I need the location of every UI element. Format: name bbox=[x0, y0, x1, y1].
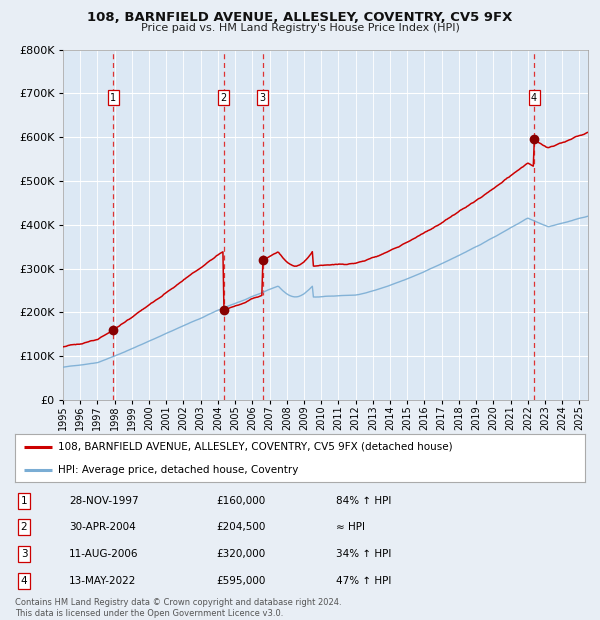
Text: £204,500: £204,500 bbox=[216, 522, 265, 533]
Text: 1: 1 bbox=[110, 93, 116, 103]
Text: 108, BARNFIELD AVENUE, ALLESLEY, COVENTRY, CV5 9FX: 108, BARNFIELD AVENUE, ALLESLEY, COVENTR… bbox=[88, 11, 512, 24]
Text: £320,000: £320,000 bbox=[216, 549, 265, 559]
Text: 47% ↑ HPI: 47% ↑ HPI bbox=[336, 575, 391, 586]
Text: 2: 2 bbox=[20, 522, 28, 533]
Text: £595,000: £595,000 bbox=[216, 575, 265, 586]
Text: 34% ↑ HPI: 34% ↑ HPI bbox=[336, 549, 391, 559]
Text: 30-APR-2004: 30-APR-2004 bbox=[69, 522, 136, 533]
Text: 1: 1 bbox=[20, 495, 28, 506]
Text: 13-MAY-2022: 13-MAY-2022 bbox=[69, 575, 136, 586]
Text: HPI: Average price, detached house, Coventry: HPI: Average price, detached house, Cove… bbox=[58, 465, 298, 475]
Text: ≈ HPI: ≈ HPI bbox=[336, 522, 365, 533]
Text: 4: 4 bbox=[20, 575, 28, 586]
Text: 3: 3 bbox=[260, 93, 266, 103]
Text: Price paid vs. HM Land Registry's House Price Index (HPI): Price paid vs. HM Land Registry's House … bbox=[140, 23, 460, 33]
Text: £160,000: £160,000 bbox=[216, 495, 265, 506]
Text: 11-AUG-2006: 11-AUG-2006 bbox=[69, 549, 139, 559]
Text: 84% ↑ HPI: 84% ↑ HPI bbox=[336, 495, 391, 506]
Text: 3: 3 bbox=[20, 549, 28, 559]
Text: 2: 2 bbox=[220, 93, 227, 103]
Text: 108, BARNFIELD AVENUE, ALLESLEY, COVENTRY, CV5 9FX (detached house): 108, BARNFIELD AVENUE, ALLESLEY, COVENTR… bbox=[58, 441, 452, 451]
Text: 4: 4 bbox=[531, 93, 537, 103]
Text: 28-NOV-1997: 28-NOV-1997 bbox=[69, 495, 139, 506]
Text: Contains HM Land Registry data © Crown copyright and database right 2024.
This d: Contains HM Land Registry data © Crown c… bbox=[15, 598, 341, 618]
